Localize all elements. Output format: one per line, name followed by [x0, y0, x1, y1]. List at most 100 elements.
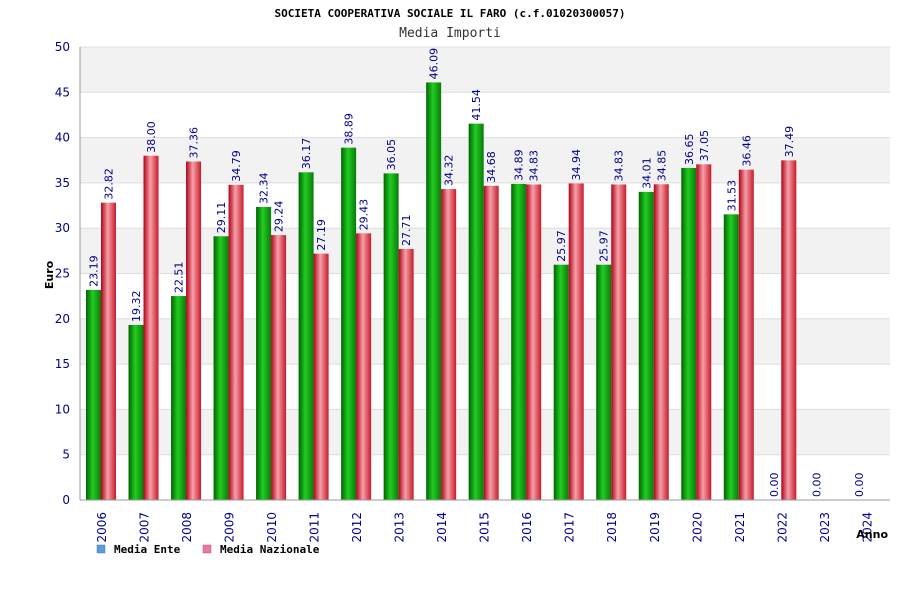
- data-label: 32.34: [258, 172, 271, 204]
- y-tick-label: 10: [55, 402, 70, 416]
- y-tick-label: 25: [55, 267, 70, 281]
- bar-media-nazionale: [568, 183, 584, 500]
- data-labels: 23.19 32.82 19.32 38.00 22.51 37.36 29.11 34.79…: [88, 48, 866, 497]
- x-tick-label: 2010: [265, 512, 279, 543]
- bar-media-nazionale: [398, 248, 414, 500]
- x-tick-label: 2006: [95, 512, 109, 543]
- chart-title: SOCIETA COOPERATIVA SOCIALE IL FARO (c.f…: [275, 7, 626, 20]
- bar-media-ente: [468, 123, 484, 501]
- bar-media-nazionale: [781, 160, 797, 500]
- data-label: 38.00: [145, 121, 158, 153]
- bar-media-nazionale: [143, 155, 159, 500]
- bar-media-ente: [638, 191, 654, 501]
- y-tick-label: 15: [55, 357, 70, 371]
- x-tick-label: 2023: [818, 512, 832, 543]
- bar-media-ente: [171, 296, 187, 500]
- x-tick-labels: 2006 2007 2008 2009 2010 2011 2012 2013 2014 2015…: [95, 512, 874, 543]
- data-label: 46.09: [428, 48, 441, 80]
- y-tick-label: 50: [55, 40, 70, 54]
- data-label: 37.05: [698, 130, 711, 162]
- data-label: 34.85: [655, 150, 668, 182]
- data-label: 37.49: [783, 126, 796, 158]
- data-label: 25.97: [598, 230, 611, 262]
- bar-media-ente: [213, 236, 229, 500]
- bar-media-nazionale: [271, 235, 287, 500]
- x-tick-label: 2018: [605, 512, 619, 543]
- data-label: 29.43: [358, 199, 371, 231]
- data-label: 19.32: [130, 290, 143, 322]
- x-axis-label: Anno: [856, 528, 888, 541]
- data-label: 34.89: [513, 149, 526, 181]
- x-tick-label: 2013: [393, 512, 407, 543]
- legend-swatch-media-nazionale: [202, 544, 212, 554]
- data-label: 34.68: [485, 151, 498, 183]
- data-label: 27.19: [315, 219, 328, 251]
- bar-media-ente: [723, 214, 739, 500]
- data-label: 22.51: [173, 262, 186, 294]
- y-tick-label: 45: [55, 85, 70, 99]
- bar-media-ente: [553, 264, 569, 500]
- bar-media-nazionale: [356, 233, 372, 500]
- data-label: 37.36: [188, 127, 201, 159]
- bar-media-ente: [128, 324, 144, 500]
- x-tick-label: 2007: [138, 512, 152, 543]
- x-tick-label: 2012: [350, 512, 364, 543]
- x-tick-label: 2020: [690, 512, 704, 543]
- data-label: 34.32: [443, 155, 456, 187]
- x-tick-label: 2024: [860, 512, 874, 543]
- y-tick-label: 40: [55, 131, 70, 145]
- bar-media-ente: [256, 206, 272, 500]
- y-tick-label: 30: [55, 221, 70, 235]
- bar-media-ente: [596, 264, 612, 500]
- y-tick-label: 5: [62, 448, 70, 462]
- bar-media-ente: [298, 172, 314, 500]
- data-label: 25.97: [555, 230, 568, 262]
- bar-media-nazionale: [313, 253, 329, 500]
- data-label: 34.01: [640, 157, 653, 189]
- legend-label-media-ente: Media Ente: [114, 543, 181, 556]
- legend-swatch-media-ente: [96, 544, 106, 554]
- y-tick-label: 20: [55, 312, 70, 326]
- data-label: 23.19: [88, 255, 101, 287]
- x-tick-label: 2022: [775, 512, 789, 543]
- bar-media-ente: [511, 183, 527, 500]
- data-label: 0.00: [853, 473, 866, 498]
- data-label: 31.53: [725, 180, 738, 212]
- data-label: 34.94: [570, 149, 583, 181]
- bar-media-ente: [383, 173, 399, 500]
- data-label: 36.17: [300, 138, 313, 170]
- data-label: 29.11: [215, 202, 228, 234]
- bar-media-nazionale: [186, 161, 202, 500]
- data-label: 34.83: [528, 150, 541, 182]
- y-axis-label: Euro: [43, 260, 56, 289]
- data-label: 32.82: [103, 168, 116, 200]
- legend-label-media-nazionale: Media Nazionale: [220, 543, 320, 556]
- data-label: 38.89: [343, 113, 356, 145]
- data-label: 36.65: [683, 133, 696, 165]
- x-tick-label: 2016: [520, 512, 534, 543]
- bar-media-ente: [341, 147, 357, 500]
- bar-media-nazionale: [483, 185, 499, 500]
- bar-media-nazionale: [653, 184, 669, 500]
- bar-media-ente: [86, 289, 101, 500]
- y-tick-label: 0: [62, 493, 70, 507]
- x-tick-label: 2021: [733, 512, 747, 543]
- x-tick-label: 2015: [478, 512, 492, 543]
- data-label: 36.46: [740, 135, 753, 167]
- bar-media-nazionale: [696, 164, 712, 500]
- axes: [79, 47, 890, 501]
- x-tick-label: 2009: [223, 512, 237, 543]
- legend: Media Ente Media Nazionale: [96, 543, 320, 556]
- data-label: 34.83: [613, 150, 626, 182]
- y-tick-label: 35: [55, 176, 70, 190]
- plot-band: [80, 47, 890, 93]
- bar-media-nazionale: [101, 202, 116, 500]
- data-label: 29.24: [273, 201, 286, 233]
- x-tick-label: 2011: [308, 512, 322, 543]
- bar-media-nazionale: [738, 169, 754, 500]
- data-label: 34.79: [230, 150, 243, 182]
- data-label: 0.00: [810, 473, 823, 498]
- x-tick-label: 2017: [563, 512, 577, 543]
- data-label: 41.54: [470, 89, 483, 121]
